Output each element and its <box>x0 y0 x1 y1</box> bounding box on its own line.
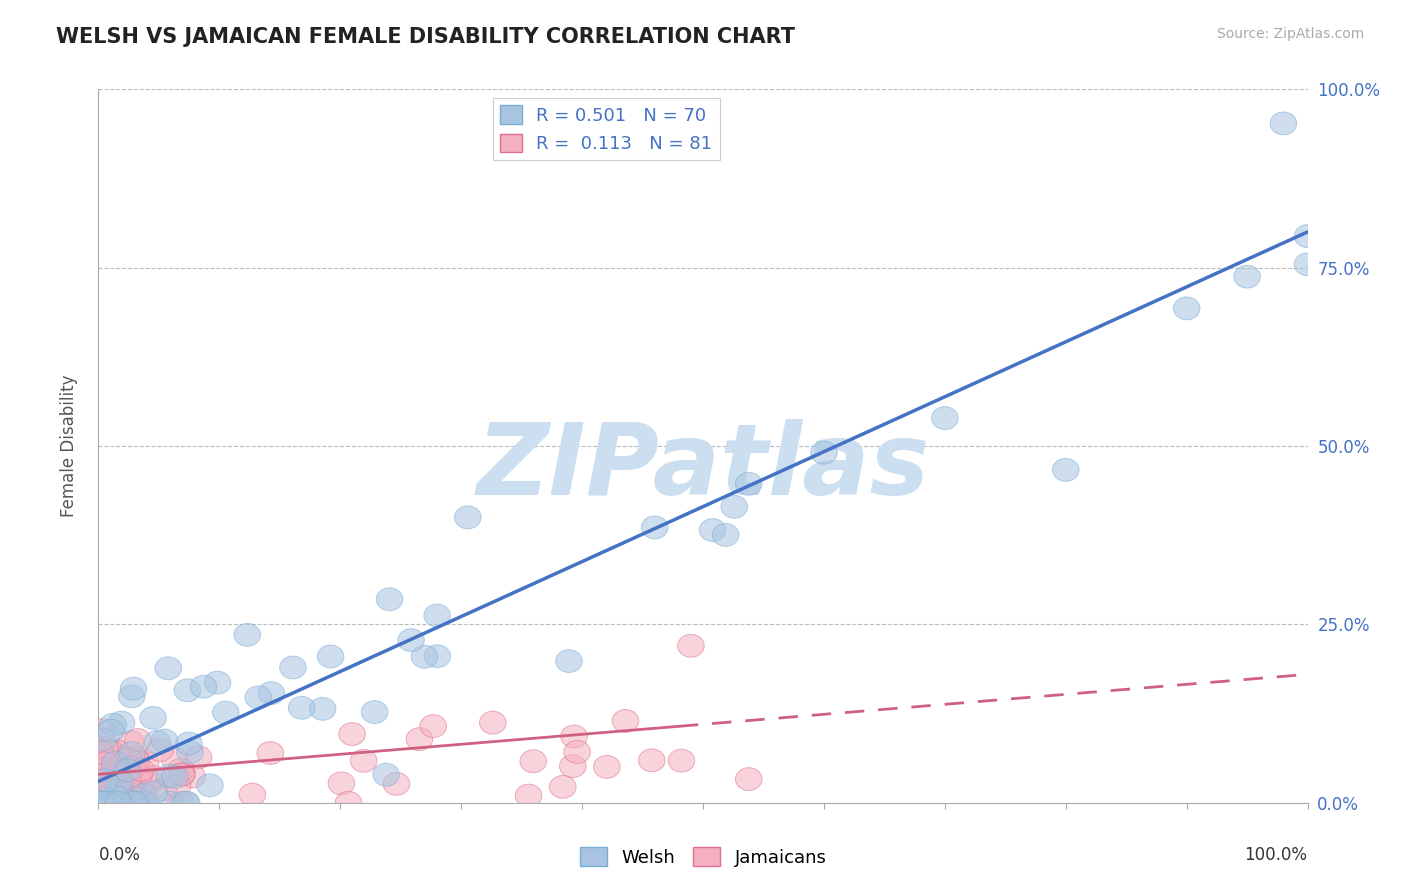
Text: 100.0%: 100.0% <box>1244 846 1308 863</box>
Text: Source: ZipAtlas.com: Source: ZipAtlas.com <box>1216 27 1364 41</box>
Text: WELSH VS JAMAICAN FEMALE DISABILITY CORRELATION CHART: WELSH VS JAMAICAN FEMALE DISABILITY CORR… <box>56 27 796 46</box>
Text: 0.0%: 0.0% <box>98 846 141 863</box>
Text: ZIPatlas: ZIPatlas <box>477 419 929 516</box>
Legend: Welsh, Jamaicans: Welsh, Jamaicans <box>572 840 834 874</box>
Legend: R = 0.501   N = 70, R =  0.113   N = 81: R = 0.501 N = 70, R = 0.113 N = 81 <box>494 98 720 161</box>
Y-axis label: Female Disability: Female Disability <box>59 375 77 517</box>
